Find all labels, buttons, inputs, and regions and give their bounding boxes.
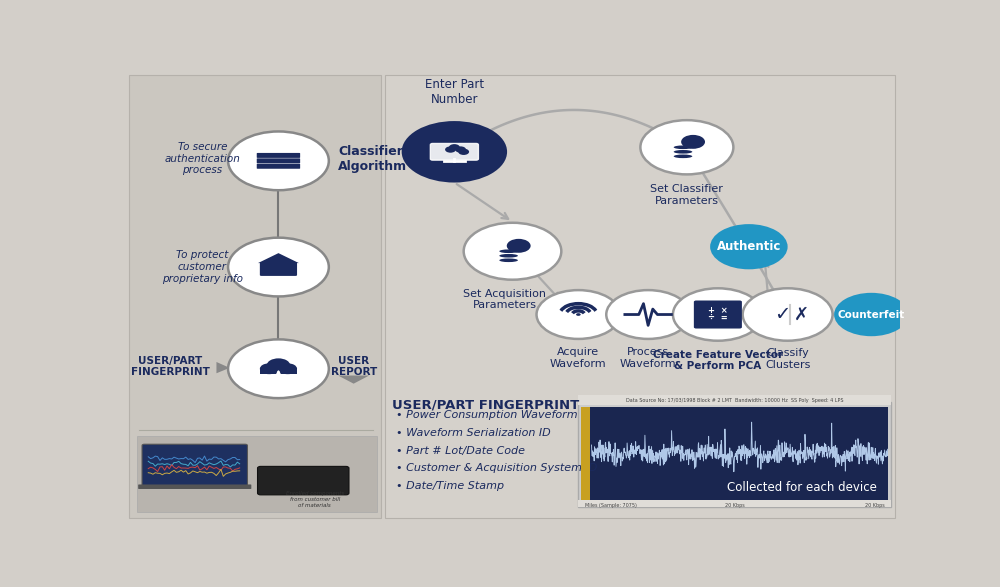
FancyBboxPatch shape	[142, 444, 247, 488]
Text: +  ×: + ×	[708, 306, 728, 315]
FancyBboxPatch shape	[430, 143, 478, 160]
Text: ÷  =: ÷ =	[708, 312, 728, 322]
Text: Collected for each device: Collected for each device	[727, 481, 877, 494]
Text: USER/PART FINGERPRINT: USER/PART FINGERPRINT	[392, 398, 580, 411]
Circle shape	[606, 290, 690, 339]
Text: • Date/Time Stamp: • Date/Time Stamp	[396, 481, 504, 491]
Circle shape	[402, 121, 507, 183]
Circle shape	[228, 131, 329, 190]
Circle shape	[710, 224, 788, 269]
Text: Authentic: Authentic	[717, 240, 781, 253]
Circle shape	[464, 222, 561, 280]
Circle shape	[640, 120, 733, 174]
Text: • Customer & Acquisition System ID: • Customer & Acquisition System ID	[396, 463, 598, 473]
Text: Enrolled components
from customer bill
of materials: Enrolled components from customer bill o…	[286, 491, 344, 508]
FancyBboxPatch shape	[260, 262, 297, 276]
Text: • Power Consumption Waveform: • Power Consumption Waveform	[396, 410, 578, 420]
FancyBboxPatch shape	[578, 500, 891, 507]
Circle shape	[743, 288, 833, 340]
Circle shape	[673, 288, 763, 340]
Text: USER/PART
FINGERPRINT: USER/PART FINGERPRINT	[131, 356, 209, 377]
Text: To protect
customer
proprietary info: To protect customer proprietary info	[162, 251, 243, 284]
Ellipse shape	[674, 154, 692, 158]
Text: Set Acquisition
Parameters: Set Acquisition Parameters	[463, 289, 546, 311]
Circle shape	[455, 146, 466, 153]
Circle shape	[576, 313, 581, 316]
FancyBboxPatch shape	[578, 396, 891, 406]
FancyBboxPatch shape	[258, 467, 349, 495]
FancyBboxPatch shape	[138, 484, 251, 489]
FancyBboxPatch shape	[581, 407, 888, 500]
Circle shape	[260, 363, 278, 374]
Text: USER
REPORT: USER REPORT	[330, 356, 377, 377]
Circle shape	[458, 149, 469, 155]
FancyBboxPatch shape	[257, 153, 300, 158]
Ellipse shape	[499, 258, 518, 262]
Text: 20 Kbps: 20 Kbps	[725, 503, 744, 508]
FancyBboxPatch shape	[581, 407, 590, 500]
Text: Classifier
Algorithm: Classifier Algorithm	[338, 144, 407, 173]
Text: Set Classifier
Parameters: Set Classifier Parameters	[650, 184, 723, 206]
Text: Data Source No: 17/03/1998 Block # 2 LMT  Bandwidth: 10000 Hz  SS Poly  Speed: 4: Data Source No: 17/03/1998 Block # 2 LMT…	[626, 399, 843, 403]
Circle shape	[228, 238, 329, 296]
Ellipse shape	[499, 254, 518, 258]
Circle shape	[537, 290, 620, 339]
Circle shape	[834, 293, 909, 336]
Text: 20 Kbps: 20 Kbps	[865, 503, 885, 508]
Text: • Waveform Serialization ID: • Waveform Serialization ID	[396, 428, 551, 438]
Circle shape	[278, 363, 297, 374]
Text: Process
Waveform: Process Waveform	[620, 347, 676, 369]
Text: Classify
Clusters: Classify Clusters	[765, 349, 810, 370]
Text: Miles (Sample: 7075): Miles (Sample: 7075)	[585, 503, 636, 508]
Circle shape	[507, 239, 531, 253]
Text: ✓: ✓	[774, 305, 790, 324]
Text: To secure
authentication
process: To secure authentication process	[165, 142, 240, 175]
Text: Enter Part
Number: Enter Part Number	[425, 77, 484, 106]
FancyBboxPatch shape	[129, 75, 381, 518]
FancyBboxPatch shape	[257, 164, 300, 168]
FancyBboxPatch shape	[694, 301, 742, 329]
Text: Acquire
Waveform: Acquire Waveform	[550, 347, 607, 369]
FancyBboxPatch shape	[385, 75, 895, 518]
Text: Counterfeit: Counterfeit	[838, 309, 905, 319]
Circle shape	[681, 135, 705, 149]
FancyBboxPatch shape	[257, 158, 300, 163]
Text: • Part # Lot/Date Code: • Part # Lot/Date Code	[396, 446, 525, 456]
Polygon shape	[338, 376, 369, 384]
Circle shape	[445, 146, 456, 153]
Ellipse shape	[674, 146, 692, 149]
Ellipse shape	[499, 249, 518, 253]
Circle shape	[449, 144, 460, 150]
FancyBboxPatch shape	[137, 436, 377, 512]
Circle shape	[267, 358, 290, 372]
Circle shape	[228, 339, 329, 398]
Polygon shape	[216, 362, 230, 373]
Ellipse shape	[674, 150, 692, 154]
FancyBboxPatch shape	[578, 402, 891, 507]
Polygon shape	[258, 253, 299, 263]
FancyBboxPatch shape	[260, 368, 297, 374]
Text: ✗: ✗	[794, 305, 809, 323]
Text: Create Feature Vector
& Perform PCA: Create Feature Vector & Perform PCA	[653, 350, 783, 372]
